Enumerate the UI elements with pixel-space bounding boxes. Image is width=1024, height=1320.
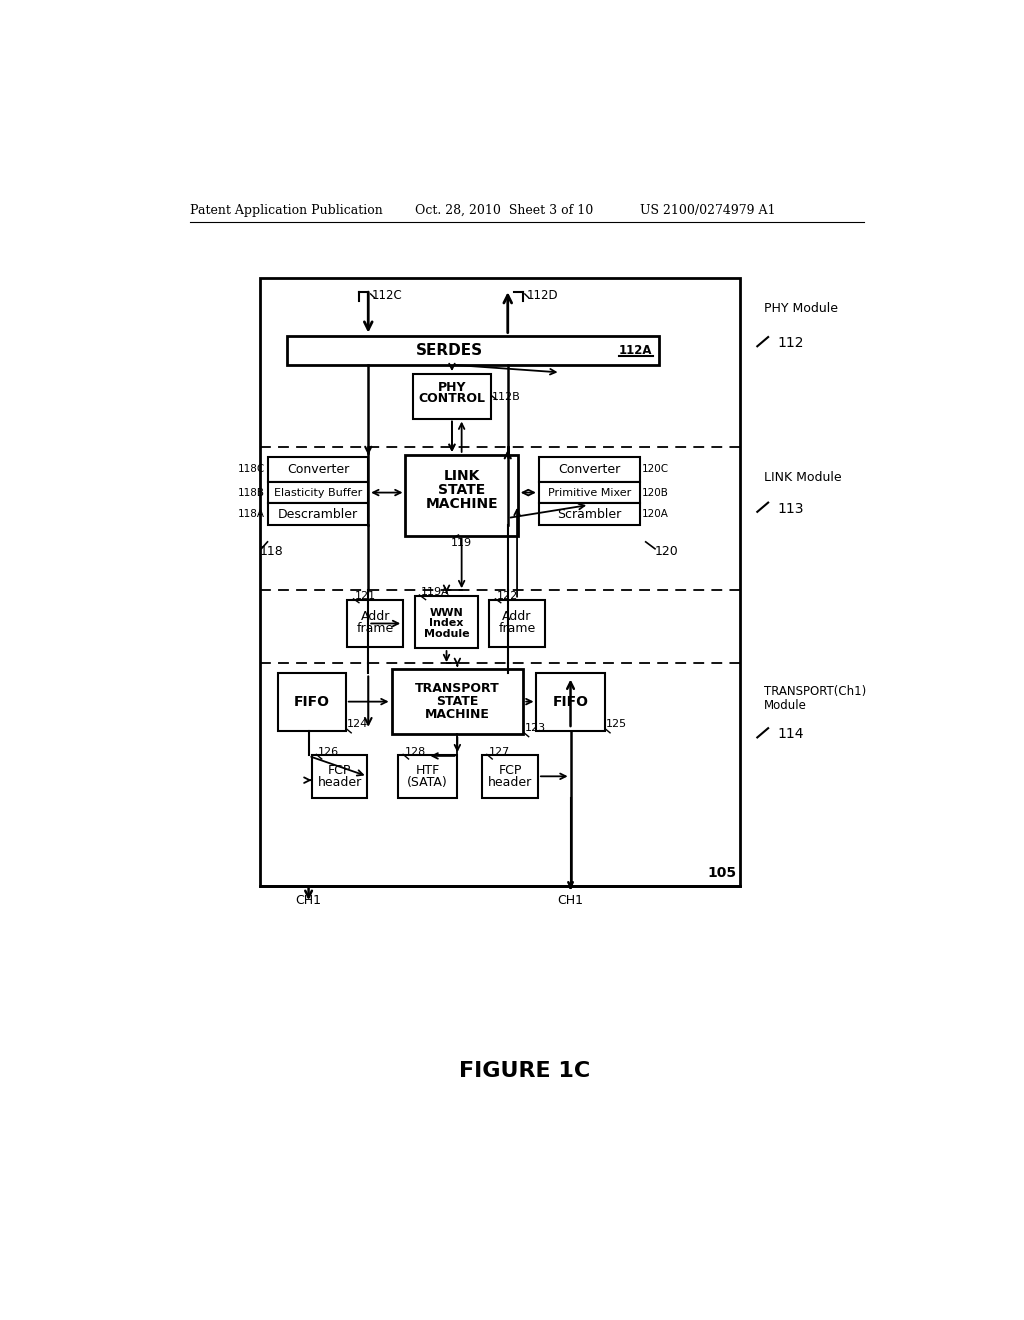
Text: LINK: LINK (443, 470, 480, 483)
Text: 112D: 112D (526, 289, 558, 302)
Text: Scrambler: Scrambler (557, 508, 622, 520)
Text: Converter: Converter (287, 463, 349, 477)
Bar (489, 599, 545, 647)
Text: 112B: 112B (493, 392, 521, 403)
Text: 112: 112 (777, 337, 804, 350)
Bar (537, 673, 604, 730)
Text: 112C: 112C (372, 289, 402, 302)
Bar (260, 277, 740, 886)
Text: 120A: 120A (642, 510, 669, 519)
Text: WWN: WWN (430, 607, 464, 618)
Text: 119A: 119A (421, 587, 450, 598)
Text: MACHINE: MACHINE (425, 708, 489, 721)
Text: MACHINE: MACHINE (425, 498, 498, 511)
Text: 118A: 118A (239, 510, 265, 519)
Text: SERDES: SERDES (416, 343, 483, 358)
Text: HTF: HTF (416, 764, 439, 777)
Bar (287, 335, 658, 364)
Bar (267, 457, 369, 482)
Bar (398, 755, 457, 797)
Text: Oct. 28, 2010  Sheet 3 of 10: Oct. 28, 2010 Sheet 3 of 10 (415, 205, 593, 218)
Text: 125: 125 (606, 719, 628, 729)
Bar (539, 457, 640, 482)
Text: Addr: Addr (503, 610, 531, 623)
Text: Module: Module (764, 698, 806, 711)
Text: PHY Module: PHY Module (764, 302, 838, 315)
Bar (278, 673, 346, 730)
Text: STATE: STATE (436, 694, 478, 708)
Bar (267, 503, 369, 525)
Text: 121: 121 (355, 591, 376, 601)
Text: PHY: PHY (437, 381, 466, 395)
Text: STATE: STATE (438, 483, 485, 498)
Text: 123: 123 (524, 723, 546, 733)
Text: 128: 128 (404, 747, 426, 756)
Text: FCP: FCP (328, 764, 351, 777)
Text: 127: 127 (488, 747, 510, 756)
Text: 124: 124 (347, 719, 369, 729)
Text: Primitive Mixer: Primitive Mixer (548, 487, 631, 498)
Text: Elasticity Buffer: Elasticity Buffer (273, 487, 362, 498)
Text: header: header (488, 776, 532, 789)
Bar (406, 455, 518, 536)
Text: FCP: FCP (499, 764, 522, 777)
Bar (415, 595, 478, 648)
Text: 105: 105 (708, 866, 736, 880)
Text: FIFO: FIFO (294, 694, 330, 709)
Text: 120C: 120C (642, 465, 669, 474)
Bar (311, 755, 368, 797)
Text: US 2100/0274979 A1: US 2100/0274979 A1 (640, 205, 775, 218)
Text: CONTROL: CONTROL (419, 392, 485, 405)
Text: Index: Index (429, 619, 464, 628)
Bar (539, 482, 640, 503)
Text: Module: Module (424, 630, 469, 639)
Text: 118: 118 (260, 545, 284, 557)
Text: TRANSPORT: TRANSPORT (415, 681, 500, 694)
Text: (SATA): (SATA) (408, 776, 447, 789)
Text: frame: frame (499, 622, 536, 635)
Text: Patent Application Publication: Patent Application Publication (190, 205, 383, 218)
Text: 113: 113 (777, 502, 804, 516)
Text: Descrambler: Descrambler (278, 508, 358, 520)
Text: TRANSPORT(Ch1): TRANSPORT(Ch1) (764, 685, 865, 698)
Text: 119: 119 (452, 539, 472, 548)
Text: 120B: 120B (642, 487, 669, 498)
Text: 112A: 112A (620, 343, 652, 356)
Text: LINK Module: LINK Module (764, 471, 841, 484)
Text: 126: 126 (317, 747, 339, 756)
Bar (347, 599, 403, 647)
Text: 118B: 118B (239, 487, 265, 498)
Bar (414, 374, 490, 418)
Bar (539, 503, 640, 525)
Text: Addr: Addr (360, 610, 390, 623)
Text: 120: 120 (655, 545, 679, 557)
Text: header: header (317, 776, 361, 789)
Text: frame: frame (356, 622, 394, 635)
Text: Converter: Converter (558, 463, 621, 477)
Bar (391, 669, 523, 734)
Text: 118C: 118C (238, 465, 265, 474)
Bar (482, 755, 538, 797)
Text: CH1: CH1 (557, 894, 584, 907)
Text: 122: 122 (497, 591, 518, 601)
Text: CH1: CH1 (296, 894, 322, 907)
Text: FIFO: FIFO (553, 694, 589, 709)
Text: FIGURE 1C: FIGURE 1C (459, 1061, 591, 1081)
Bar (267, 482, 369, 503)
Text: 114: 114 (777, 727, 804, 742)
